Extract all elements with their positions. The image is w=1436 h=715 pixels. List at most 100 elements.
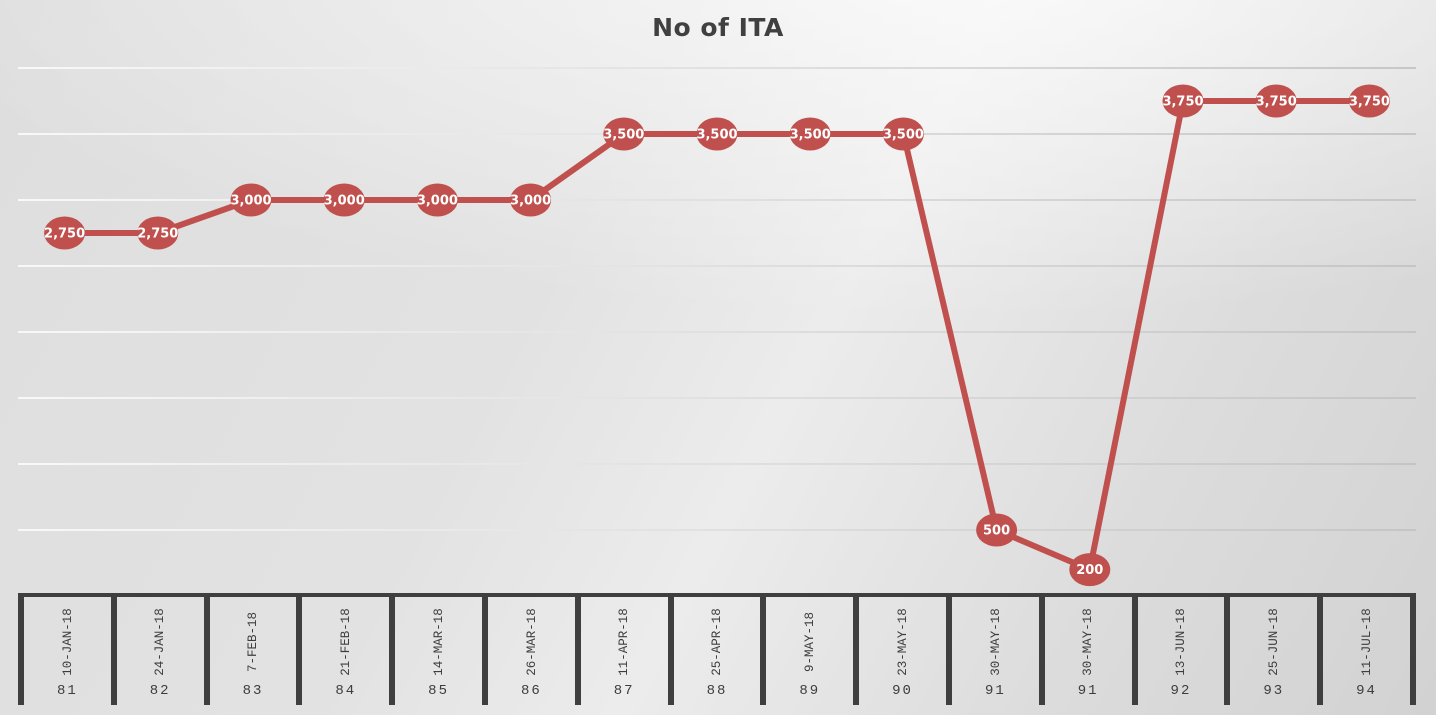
data-point-marker[interactable] <box>323 183 365 217</box>
data-point-label: 3,000 <box>324 194 365 209</box>
data-point-label: 3,750 <box>1349 95 1390 110</box>
data-point-label: 3,000 <box>230 194 271 209</box>
x-axis-cell[interactable]: 23-MAY-18 90 <box>853 597 946 705</box>
data-point-marker[interactable] <box>44 216 86 250</box>
x-axis-date-wrap: 26-MAR-18 <box>498 599 566 684</box>
data-point-label: 3,750 <box>1256 95 1297 110</box>
x-axis-cell[interactable]: 7-FEB-18 83 <box>203 597 297 705</box>
x-axis-date-wrap: 11-APR-18 <box>590 599 658 684</box>
x-axis-table[interactable]: 10-JAN-18 81 24-JAN-18 82 7-FEB-18 83 21-FEB-1… <box>18 593 1416 705</box>
x-axis-cell[interactable]: 10-JAN-18 81 <box>18 597 111 705</box>
x-axis-id-label: 88 <box>706 683 728 699</box>
data-point-marker[interactable] <box>1162 84 1204 118</box>
x-axis-date-label: 11-APR-18 <box>617 607 632 676</box>
data-point-label: 3,500 <box>790 128 831 143</box>
gridline <box>18 463 1416 465</box>
x-axis-date-label: 25-APR-18 <box>709 607 724 676</box>
x-axis-cell[interactable]: 30-MAY-18 91 <box>945 597 1039 705</box>
x-axis-cell[interactable]: 26-MAR-18 86 <box>481 597 575 705</box>
x-axis-date-wrap: 30-MAY-18 <box>1054 599 1122 684</box>
x-axis-date-wrap: 21-FEB-18 <box>312 599 380 684</box>
data-point-marker[interactable] <box>1255 84 1297 118</box>
chart-title: No of ITA <box>652 13 784 42</box>
x-axis-date-label: 9-MAY-18 <box>802 611 817 672</box>
data-point-label: 500 <box>983 524 1010 539</box>
gridline <box>18 265 1416 267</box>
data-point-label: 3,000 <box>510 194 551 209</box>
data-point-label: 3,750 <box>1162 95 1203 110</box>
x-axis-id-label: 87 <box>613 683 635 699</box>
x-axis-cell[interactable]: 11-APR-18 87 <box>574 597 668 705</box>
data-point-marker[interactable] <box>230 183 272 217</box>
x-axis-id-label: 91 <box>1077 683 1099 699</box>
x-axis-id-label: 85 <box>428 683 449 699</box>
data-point-label: 3,000 <box>417 194 458 209</box>
x-axis-date-label: 14-MAR-18 <box>431 607 446 676</box>
x-axis-cell[interactable]: 25-JUN-18 93 <box>1224 597 1317 705</box>
x-axis-id-label: 84 <box>335 683 357 699</box>
x-axis-id-label: 91 <box>984 683 1006 699</box>
data-point-label: 3,500 <box>603 128 644 143</box>
data-point-marker[interactable] <box>976 513 1018 547</box>
x-axis-cell[interactable]: 24-JAN-18 82 <box>110 597 204 705</box>
data-point-marker[interactable] <box>882 117 924 151</box>
data-point-marker[interactable] <box>696 117 738 151</box>
x-axis-date-wrap: 11-JUL-18 <box>1333 599 1401 684</box>
x-axis-cell[interactable]: 25-APR-18 88 <box>667 597 761 705</box>
x-axis-cell[interactable]: 21-FEB-18 84 <box>296 597 389 705</box>
x-axis-date-label: 24-JAN-18 <box>153 607 168 676</box>
gridline <box>18 397 1416 399</box>
data-point-marker[interactable] <box>1348 84 1390 118</box>
x-axis-cell[interactable]: 30-MAY-18 91 <box>1038 597 1132 705</box>
x-axis-date-label: 13-JUN-18 <box>1173 607 1188 676</box>
x-axis-cell[interactable]: 11-JUL-18 94 <box>1317 597 1416 705</box>
data-point-label: 2,750 <box>137 227 178 242</box>
x-axis-date-label: 23-MAY-18 <box>895 607 910 676</box>
x-axis-date-label: 26-MAR-18 <box>524 607 539 676</box>
x-axis-date-label: 10-JAN-18 <box>60 607 75 676</box>
x-axis-id-label: 94 <box>1356 683 1377 699</box>
gridline <box>18 331 1416 333</box>
data-point-label: 2,750 <box>44 227 85 242</box>
x-axis-cell[interactable]: 14-MAR-18 85 <box>389 597 482 705</box>
data-point-label: 200 <box>1076 563 1103 578</box>
series-line[interactable] <box>61 98 1373 573</box>
x-axis-date-label: 7-FEB-18 <box>245 611 260 672</box>
data-point-marker[interactable] <box>416 183 458 217</box>
x-axis-date-wrap: 23-MAY-18 <box>869 599 937 684</box>
x-axis-date-wrap: 13-JUN-18 <box>1147 599 1215 684</box>
x-axis-date-label: 30-MAY-18 <box>1081 607 1096 676</box>
x-axis-date-wrap: 10-JAN-18 <box>34 599 102 684</box>
x-axis-cell[interactable]: 13-JUN-18 92 <box>1131 597 1225 705</box>
x-axis-id-label: 92 <box>1170 683 1192 699</box>
x-axis-cell[interactable]: 9-MAY-18 89 <box>760 597 853 705</box>
x-axis-id-label: 81 <box>56 683 78 699</box>
x-axis-date-label: 21-FEB-18 <box>338 607 353 676</box>
gridline <box>18 199 1416 201</box>
data-point-marker[interactable] <box>137 216 179 250</box>
gridline <box>18 529 1416 531</box>
gridline <box>18 67 1416 69</box>
x-axis-id-label: 93 <box>1263 683 1285 699</box>
x-axis-id-label: 86 <box>520 683 542 699</box>
data-point-marker[interactable] <box>510 183 552 217</box>
data-point-marker[interactable] <box>1069 553 1111 587</box>
x-axis-date-wrap: 9-MAY-18 <box>780 599 840 684</box>
x-axis-id-label: 83 <box>242 683 264 699</box>
data-point-label: 3,500 <box>696 128 737 143</box>
x-axis-date-wrap: 25-APR-18 <box>683 599 751 684</box>
data-point-marker[interactable] <box>789 117 831 151</box>
x-axis-id-label: 90 <box>892 683 913 699</box>
x-axis-date-wrap: 24-JAN-18 <box>126 599 194 684</box>
x-axis-id-label: 82 <box>149 683 171 699</box>
x-axis-id-label: 89 <box>799 683 821 699</box>
x-axis-date-wrap: 30-MAY-18 <box>962 599 1030 684</box>
x-axis-date-label: 11-JUL-18 <box>1359 607 1374 676</box>
x-axis-date-label: 25-JUN-18 <box>1266 607 1281 676</box>
data-point-label: 3,500 <box>883 128 924 143</box>
data-point-marker[interactable] <box>603 117 645 151</box>
x-axis-date-wrap: 14-MAR-18 <box>405 599 473 684</box>
x-axis-date-label: 30-MAY-18 <box>988 607 1003 676</box>
